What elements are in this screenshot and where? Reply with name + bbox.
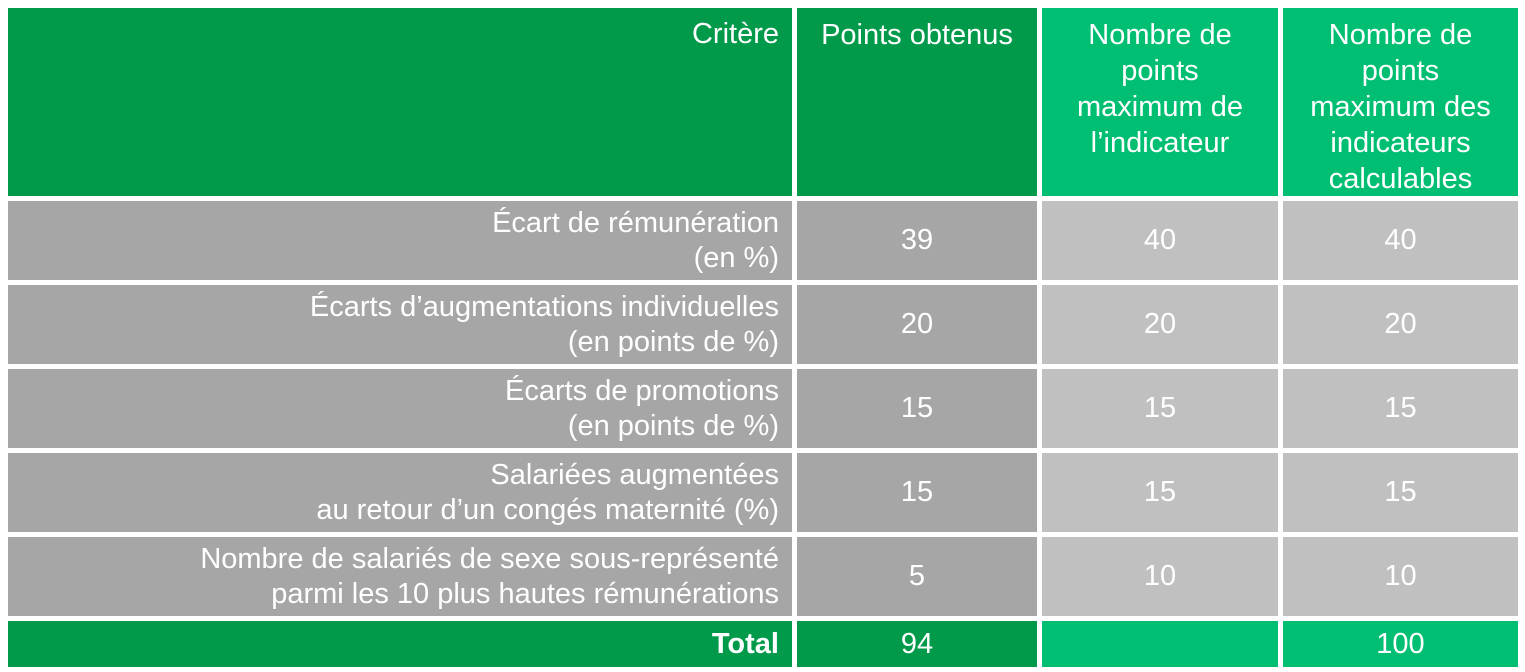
row-maternite-max-calc: 15 [1283, 453, 1518, 532]
header-criterion: Critère [8, 8, 792, 196]
row-hautes-remunerations-criterion: Nombre de salariés de sexe sous-représen… [8, 537, 792, 616]
row-maternite-max-ind: 15 [1042, 453, 1278, 532]
row-hautes-remunerations-max-calc: 10 [1283, 537, 1518, 616]
row-hautes-remunerations-points: 5 [797, 537, 1037, 616]
row-promotions-criterion: Écarts de promotions (en points de %) [8, 369, 792, 448]
header-max-calculables: Nombre de points maximum des indicateurs… [1283, 8, 1518, 196]
total-label: Total [8, 621, 792, 667]
header-points-obtenus: Points obtenus [797, 8, 1037, 196]
equality-index-score-table: Critère Points obtenus Nombre de points … [8, 8, 1518, 667]
total-points-obtenus: 94 [797, 621, 1037, 667]
row-maternite-points: 15 [797, 453, 1037, 532]
row-remuneration-max-calc: 40 [1283, 201, 1518, 280]
row-maternite-criterion: Salariées augmentées au retour d’un cong… [8, 453, 792, 532]
total-max-indicateur [1042, 621, 1278, 667]
row-promotions-points: 15 [797, 369, 1037, 448]
row-augmentations-max-calc: 20 [1283, 285, 1518, 364]
row-augmentations-criterion: Écarts d’augmentations individuelles (en… [8, 285, 792, 364]
row-augmentations-max-ind: 20 [1042, 285, 1278, 364]
row-remuneration-max-ind: 40 [1042, 201, 1278, 280]
row-promotions-max-calc: 15 [1283, 369, 1518, 448]
row-remuneration-points: 39 [797, 201, 1037, 280]
total-max-calculables: 100 [1283, 621, 1518, 667]
header-max-indicateur: Nombre de points maximum de l’indicateur [1042, 8, 1278, 196]
row-promotions-max-ind: 15 [1042, 369, 1278, 448]
row-remuneration-criterion: Écart de rémunération (en %) [8, 201, 792, 280]
row-augmentations-points: 20 [797, 285, 1037, 364]
row-hautes-remunerations-max-ind: 10 [1042, 537, 1278, 616]
